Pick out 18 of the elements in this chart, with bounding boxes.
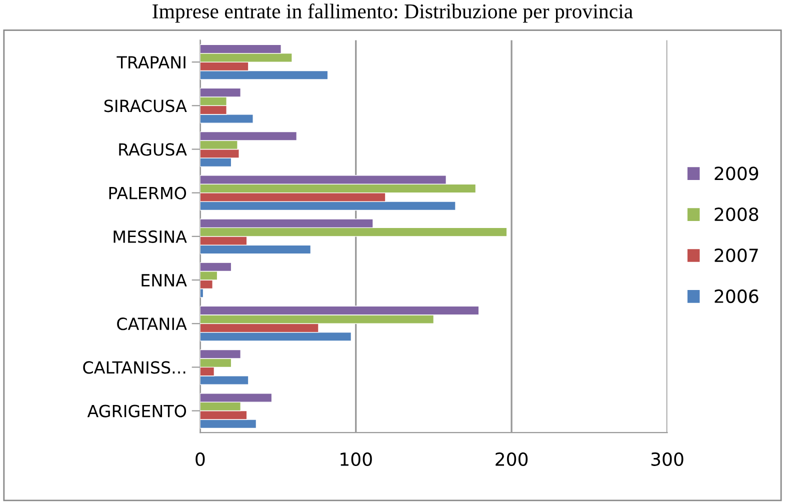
y-tick-label: AGRIGENTO	[87, 404, 186, 418]
y-tick-label: SIRACUSA	[104, 100, 187, 112]
y-tick-label: ENNA	[142, 274, 187, 286]
x-tick-label: 200	[496, 452, 528, 466]
chart-title: Imprese entrate in fallimento: Distribuzione per provincia	[152, 4, 633, 23]
legend-label: 2007	[714, 248, 758, 262]
y-tick-label: PALERMO	[109, 186, 186, 200]
x-tick-label: 100	[340, 452, 372, 466]
legend-label: 2008	[714, 208, 758, 222]
y-tick-label: CATANIA	[117, 318, 187, 330]
y-tick-label: RAGUSA	[119, 143, 187, 156]
legend-label: 2009	[714, 166, 758, 180]
x-tick-label: 300	[651, 452, 684, 466]
legend-label: 2006	[714, 289, 758, 304]
y-tick-label: MESSINA	[114, 230, 187, 243]
y-tick-label: TRAPANI	[116, 56, 186, 68]
x-tick-label: 0	[196, 452, 205, 466]
y-tick-label: CALTANISS...	[83, 361, 186, 374]
